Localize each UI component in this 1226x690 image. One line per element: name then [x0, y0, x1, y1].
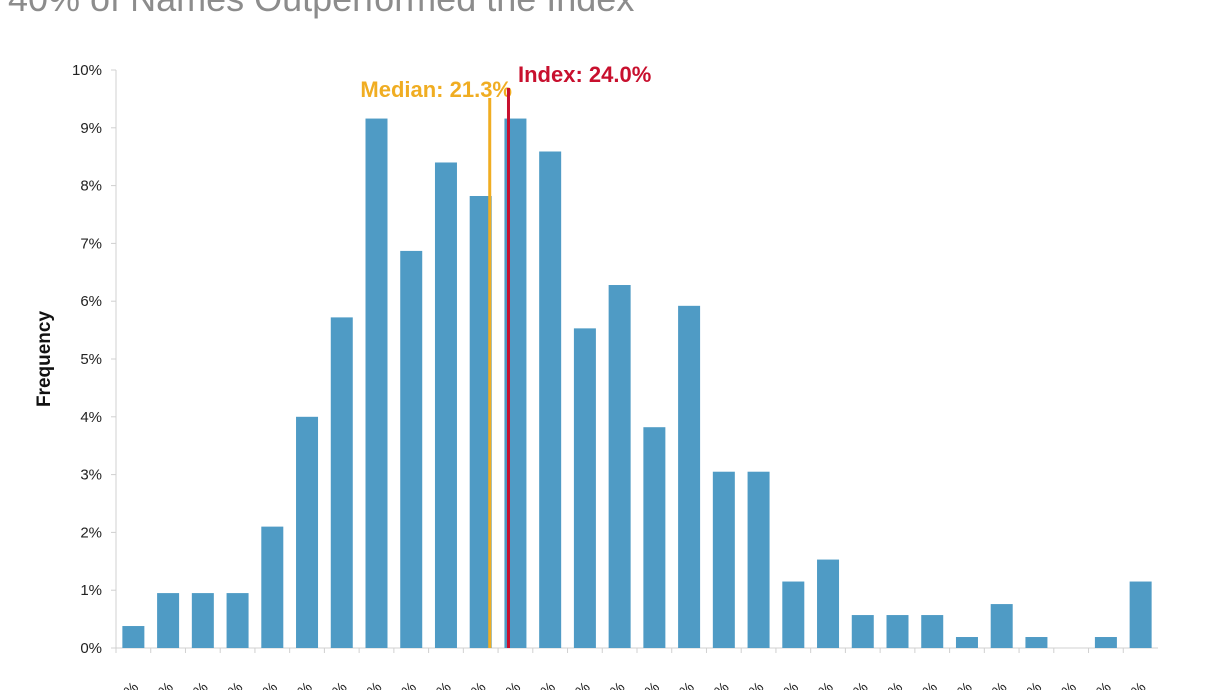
- histogram-bar: [886, 615, 909, 648]
- x-tick-label: 40%: [595, 679, 628, 690]
- histogram-bar: [573, 328, 596, 648]
- histogram-bar: [921, 615, 944, 648]
- x-tick-label: 50%: [665, 679, 698, 690]
- histogram-bar: [782, 581, 805, 648]
- x-tick-label: 10%: [1081, 679, 1114, 690]
- x-tick-label: 90%: [943, 679, 976, 690]
- histogram-bar: [296, 416, 319, 648]
- histogram-bar: [608, 285, 631, 648]
- histogram-bar: [191, 593, 214, 648]
- x-tick-label: 30%: [109, 679, 142, 690]
- x-tick-label: 05%: [1047, 679, 1080, 690]
- x-tick-label: 15%: [422, 679, 455, 690]
- histogram-bar: [712, 471, 735, 648]
- histogram-bar: [1094, 637, 1117, 648]
- x-tick-label: 10%: [248, 679, 281, 690]
- x-tick-label: 25%: [491, 679, 524, 690]
- histogram-bar: [990, 604, 1013, 648]
- x-tick-label: 95%: [977, 679, 1010, 690]
- y-tick-label: 3%: [80, 467, 102, 484]
- histogram-bar: [1025, 637, 1048, 648]
- y-tick-label: 9%: [80, 120, 102, 137]
- chart-title: 40% of Names Outperformed the Index: [8, 0, 634, 20]
- x-tick-label: 5%: [358, 679, 385, 690]
- y-tick-label: 8%: [80, 178, 102, 195]
- x-tick-label: 30%: [526, 679, 559, 690]
- histogram-bar: [261, 526, 284, 648]
- y-tick-label: 5%: [80, 351, 102, 368]
- histogram-bar: [747, 471, 770, 648]
- index-label: Index: 24.0%: [518, 62, 651, 87]
- y-tick-label: 7%: [80, 235, 102, 252]
- y-tick-label: 0%: [80, 640, 102, 657]
- histogram-bar: [1129, 581, 1152, 648]
- x-tick-label: 70%: [804, 679, 837, 690]
- x-tick-label: 65%: [769, 679, 802, 690]
- histogram-bar: [434, 162, 457, 649]
- histogram-bar: [851, 615, 874, 648]
- histogram-bar: [678, 305, 701, 648]
- histogram-bar: [330, 317, 353, 648]
- histogram-bar: [122, 626, 145, 648]
- x-tick-label: 0.0%: [314, 679, 350, 690]
- x-tick-label: 45%: [630, 679, 663, 690]
- histogram-bar: [365, 118, 388, 648]
- x-tick-label: 25%: [144, 679, 177, 690]
- histogram-bar: [226, 593, 249, 648]
- histogram-bar: [817, 559, 840, 648]
- x-tick-label: 60%: [734, 679, 767, 690]
- median-label: Median: 21.3%: [360, 77, 512, 102]
- y-tick-label: 4%: [80, 409, 102, 426]
- x-tick-label: 35%: [560, 679, 593, 690]
- x-tick-label: 00%: [1012, 679, 1045, 690]
- y-tick-label: 2%: [80, 524, 102, 541]
- y-tick-label: 1%: [80, 582, 102, 599]
- y-axis-label: Frequency: [34, 311, 55, 408]
- x-tick-label: 80%: [873, 679, 906, 690]
- histogram-bar: [469, 196, 492, 648]
- x-tick-label: 20%: [178, 679, 211, 690]
- histogram-bar: [539, 151, 562, 649]
- y-tick-label: 6%: [80, 293, 102, 310]
- histogram-bar: [157, 593, 180, 648]
- x-tick-label: 5%: [289, 679, 316, 690]
- histogram-bar: [643, 427, 666, 648]
- y-tick-label: 10%: [72, 62, 102, 79]
- histogram-bar: [400, 250, 423, 648]
- x-tick-label: 85%: [908, 679, 941, 690]
- x-tick-label: 10%: [1116, 679, 1149, 690]
- x-tick-label: 10%: [387, 679, 420, 690]
- x-tick-label: 55%: [699, 679, 732, 690]
- x-tick-label: 20%: [456, 679, 489, 690]
- histogram-bar: [955, 637, 978, 648]
- x-tick-label: 75%: [838, 679, 871, 690]
- x-tick-label: 15%: [213, 679, 246, 690]
